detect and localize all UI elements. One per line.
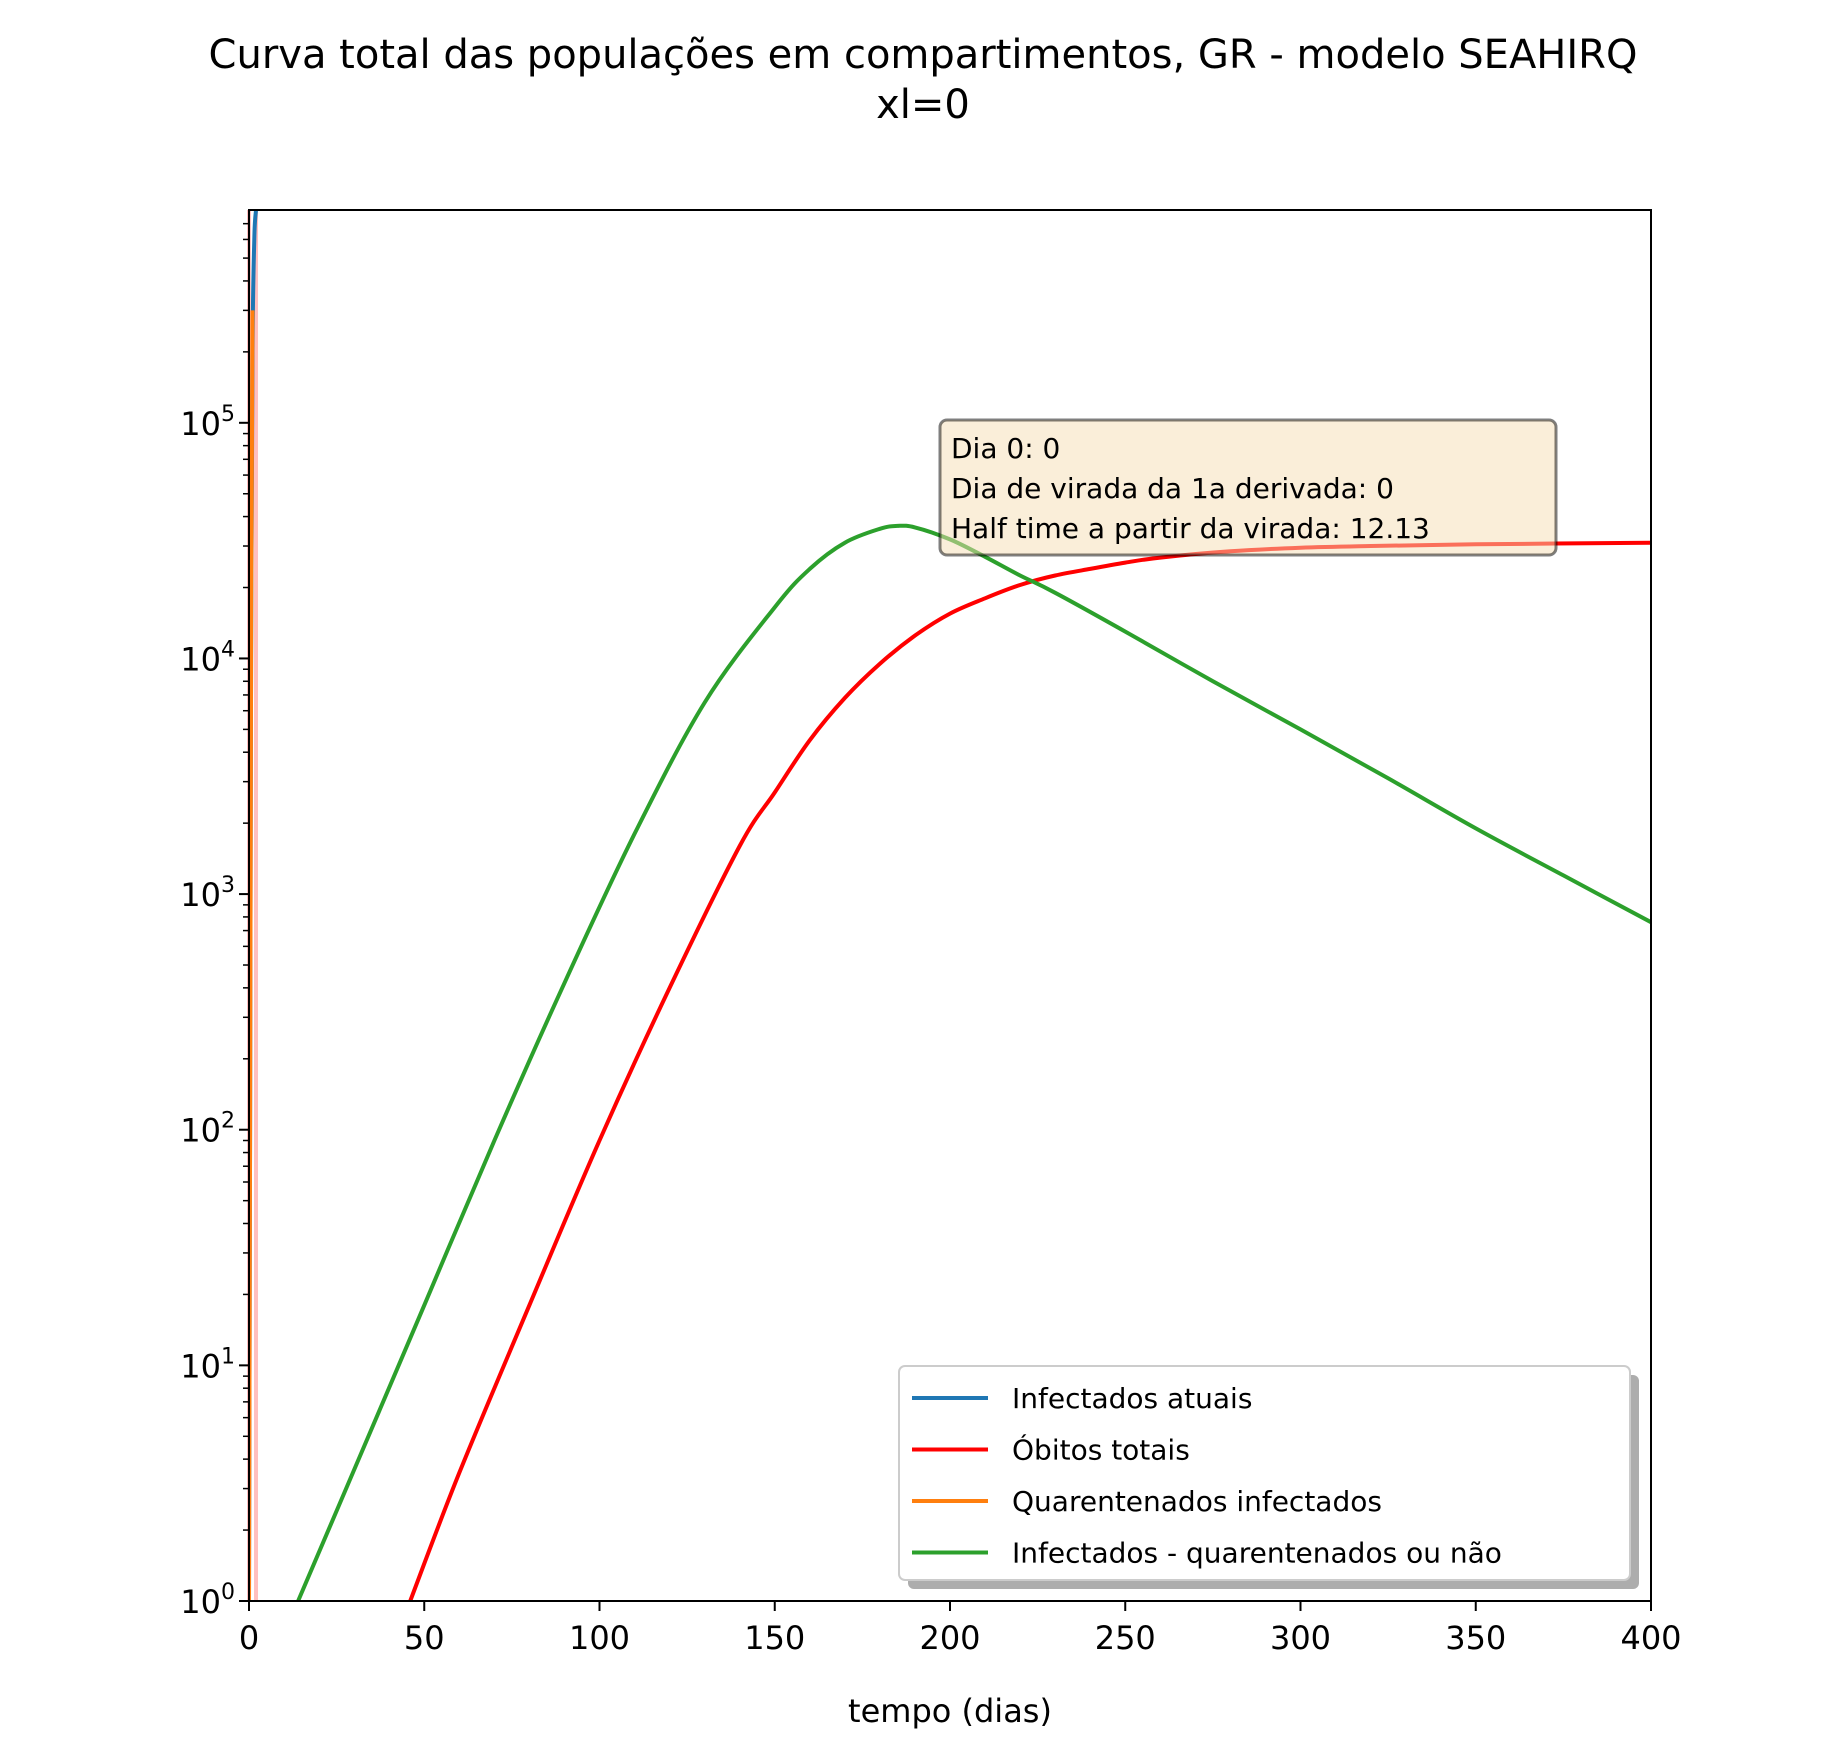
x-tick-label: 100 (569, 1619, 630, 1657)
x-tick-label: 250 (1095, 1619, 1156, 1657)
y-tick-label: 103 (180, 873, 235, 914)
legend-label-0: Infectados atuais (1012, 1382, 1252, 1415)
y-tick-label: 104 (180, 637, 235, 678)
legend-label-1: Óbitos totais (1012, 1433, 1190, 1467)
x-tick-label: 350 (1445, 1619, 1506, 1657)
x-tick-label: 400 (1620, 1619, 1681, 1657)
x-axis-ticks: 0 50 100 150 200 250 300 350 400 (239, 1601, 1682, 1657)
annotation-line-3: Half time a partir da virada: 12.13 (951, 512, 1430, 545)
y-axis-minor-ticks (243, 222, 249, 1531)
annotation-background (938, 418, 1558, 557)
chart-title-line1: Curva total das populações em compartime… (209, 32, 1638, 78)
y-tick-label: 100 (180, 1580, 235, 1621)
chart-title-line2: xl=0 (876, 82, 970, 128)
series-line-3 (296, 523, 1651, 1601)
x-axis-label: tempo (dias) (848, 1692, 1052, 1730)
x-tick-label: 200 (919, 1619, 980, 1657)
x-tick-label: 300 (1270, 1619, 1331, 1657)
x-tick-label: 150 (744, 1619, 805, 1657)
x-tick-label: 0 (239, 1619, 259, 1657)
annotation-box: Dia 0: 0 Dia de virada da 1a derivada: 0… (938, 418, 1558, 557)
chart-legend: Infectados atuais Óbitos totais Quarentena… (898, 1365, 1639, 1589)
legend-box (898, 1365, 1631, 1581)
legend-label-3: Infectados - quarentenados ou não (1012, 1537, 1502, 1570)
x-tick-label: 50 (404, 1619, 445, 1657)
legend-label-2: Quarentenados infectados (1012, 1485, 1382, 1518)
annotation-line-1: Dia 0: 0 (951, 432, 1060, 465)
y-tick-label: 102 (180, 1109, 235, 1150)
y-axis-ticks: 100 101 102 103 104 105 (180, 402, 249, 1621)
y-tick-label: 101 (180, 1344, 235, 1385)
annotation-line-2: Dia de virada da 1a derivada: 0 (951, 472, 1394, 505)
y-tick-label: 105 (180, 402, 235, 443)
